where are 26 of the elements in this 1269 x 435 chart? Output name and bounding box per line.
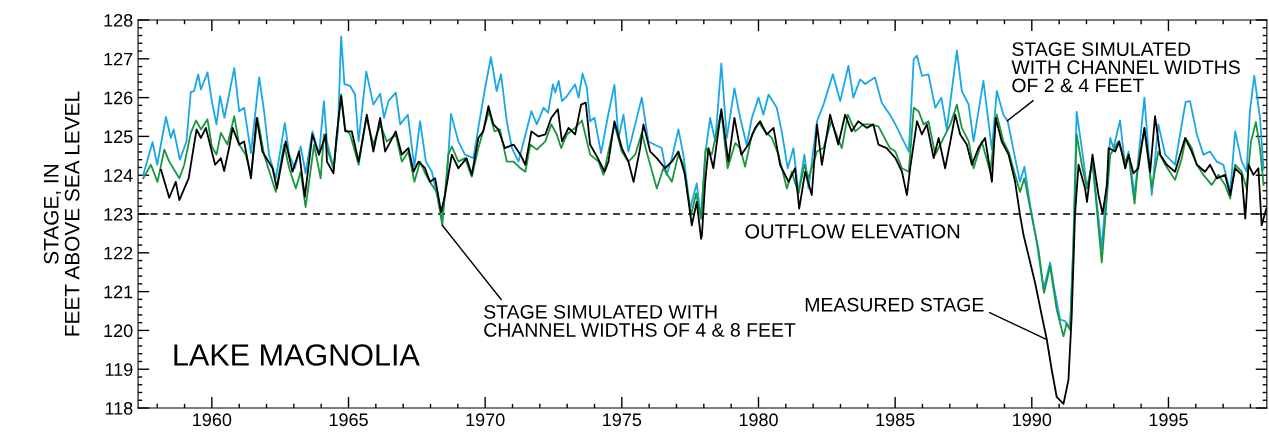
x-tick-label: 1995 xyxy=(1149,413,1188,427)
x-tick-label: 1985 xyxy=(876,413,915,427)
annotation: STAGE SIMULATED WITH CHANNEL WIDTHS OF 2 & 4 FEET xyxy=(1011,42,1240,93)
y-tick-label: 128 xyxy=(104,13,133,27)
x-tick-label: 1990 xyxy=(1013,413,1052,427)
x-tick-label: 1980 xyxy=(739,413,778,427)
x-tick-label: 1975 xyxy=(603,413,642,427)
y-tick-label: 118 xyxy=(105,401,133,415)
y-tick-label: 122 xyxy=(104,246,133,260)
line-series xyxy=(142,93,1265,338)
y-tick-label: 126 xyxy=(104,91,133,105)
text: LAKE MAGNOLIA xyxy=(174,344,420,366)
ref-line-label: OUTFLOW ELEVATION xyxy=(745,224,960,239)
y-tick-label: 121 xyxy=(104,285,133,299)
y-tick-label: 119 xyxy=(105,363,133,376)
x-tick-label: 1965 xyxy=(329,413,368,427)
x-tick-label: 1970 xyxy=(466,413,505,427)
y-axis-title: STAGE, IN FEET ABOVE SEA LEVEL xyxy=(43,91,80,336)
annotation: MEASURED STAGE xyxy=(805,297,984,312)
y-tick-label: 127 xyxy=(104,52,133,66)
y-tick-label: 120 xyxy=(104,324,133,338)
y-tick-label: 124 xyxy=(104,169,133,182)
y-tick-label: 123 xyxy=(104,207,133,221)
x-tick-label: 1960 xyxy=(193,413,232,427)
y-tick-label: 125 xyxy=(104,130,133,144)
annotation: STAGE SIMULATED WITH CHANNEL WIDTHS OF 4 & 8 FEET xyxy=(484,304,796,337)
